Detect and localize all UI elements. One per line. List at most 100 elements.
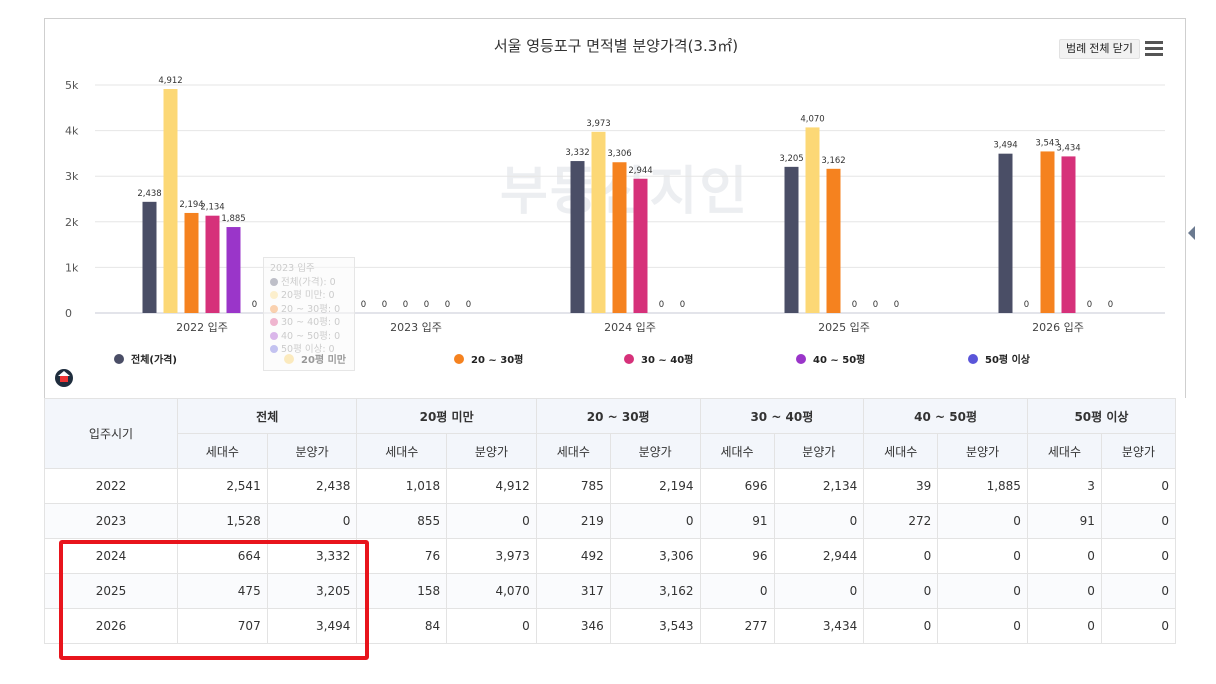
data-label: 0 (1108, 300, 1113, 310)
bar-5-1[interactable] (226, 227, 241, 313)
table-cell: 0 (699, 573, 775, 609)
table-cell: 277 (699, 608, 775, 644)
x-category-label: 2026 입주 (1032, 321, 1084, 334)
table-row: 2023 1,528 0 855 0 219 0 91 0 272 0 91 0 (44, 503, 1177, 539)
y-tick-label: 1k (65, 261, 79, 274)
tooltip-dot-icon (270, 291, 278, 299)
tooltip-row: 40 ~ 50평: 0 (270, 330, 348, 344)
table-cell: 707 (177, 608, 268, 644)
bar-1-4[interactable] (784, 166, 799, 313)
table-year-cell: 2023 (44, 503, 178, 539)
table-cell: 219 (535, 503, 611, 539)
table-cell: 1,018 (356, 468, 448, 504)
legend-item[interactable]: 50평 이상 (985, 353, 1031, 366)
data-label: 3,434 (1056, 143, 1080, 153)
table-year-cell: 2024 (44, 538, 178, 574)
table-cell: 0 (1100, 608, 1177, 644)
y-tick-label: 4k (65, 125, 79, 138)
table-cell: 3,332 (266, 538, 358, 574)
bar-3-3[interactable] (612, 162, 627, 313)
table-cell: 3,543 (609, 608, 701, 644)
table-cell: 272 (863, 503, 939, 539)
bar-2-1[interactable] (163, 89, 178, 313)
bar-2-3[interactable] (591, 131, 606, 313)
data-label: 0 (424, 300, 429, 310)
chart-title: 서울 영등포구 면적별 분양가격(3.3㎡) (494, 37, 738, 55)
bar-4-3[interactable] (633, 178, 648, 313)
table-cell: 1,885 (937, 468, 1028, 504)
table-year-cell: 2025 (44, 573, 178, 609)
table-cell: 0 (773, 573, 865, 609)
legend-swatch[interactable] (454, 354, 464, 364)
data-label: 1,885 (221, 214, 245, 224)
table-cell: 0 (937, 503, 1028, 539)
table-cell: 0 (1026, 538, 1102, 574)
tooltip-row-text: 20평 미만: 0 (281, 290, 335, 301)
data-label: 4,070 (800, 114, 824, 124)
legend-close-all-button[interactable]: 범례 전체 닫기 (1059, 39, 1140, 59)
data-label: 0 (403, 300, 408, 310)
tooltip-row: 20 ~ 30평: 0 (270, 303, 348, 317)
data-label: 3,205 (779, 154, 803, 164)
data-label: 3,543 (1035, 138, 1059, 148)
bar-3-1[interactable] (184, 212, 199, 313)
y-tick-label: 0 (65, 307, 72, 320)
legend-item[interactable]: 40 ~ 50평 (813, 353, 865, 366)
table-cell: 0 (1100, 468, 1177, 504)
table-cell: 96 (699, 538, 775, 574)
bar-3-4[interactable] (826, 168, 841, 313)
table-cell: 84 (356, 608, 448, 644)
table-sub-header: 분양가 (937, 433, 1028, 469)
table-sub-header: 분양가 (609, 433, 701, 469)
bar-3-5[interactable] (1040, 151, 1055, 313)
data-label: 3,494 (993, 141, 1017, 151)
bar-1-5[interactable] (998, 153, 1013, 313)
legend-item[interactable]: 30 ~ 40평 (641, 353, 693, 366)
legend-swatch[interactable] (796, 354, 806, 364)
table-sub-header: 세대수 (699, 433, 775, 469)
table-cell: 3,205 (266, 573, 358, 609)
table-cell: 2,944 (773, 538, 865, 574)
table-cell: 855 (356, 503, 448, 539)
table-year-cell: 2022 (44, 468, 178, 504)
table-cell: 3 (1026, 468, 1102, 504)
data-label: 3,306 (607, 149, 631, 159)
bar-1-1[interactable] (142, 201, 157, 313)
table-cell: 664 (177, 538, 268, 574)
tooltip-dot-icon (270, 277, 278, 286)
legend-item[interactable]: 20 ~ 30평 (471, 353, 523, 366)
tooltip-row-text: 전체(가격): 0 (281, 276, 336, 288)
bar-4-5[interactable] (1061, 156, 1076, 313)
table-cell: 0 (1100, 538, 1177, 574)
table-group-header: 20평 미만 (356, 398, 537, 434)
y-tick-label: 5k (65, 79, 79, 92)
table-year-cell: 2026 (44, 608, 178, 644)
bar-2-4[interactable] (805, 127, 820, 314)
bar-4-1[interactable] (205, 215, 220, 313)
data-label: 0 (680, 300, 685, 310)
table-sub-header: 세대수 (535, 433, 611, 469)
table-row: 2025 475 3,205 158 4,070 317 3,162 0 0 0 0 0 0 (44, 573, 1177, 609)
table-cell: 2,194 (609, 468, 701, 504)
table-corner-header: 입주시기 (44, 398, 178, 469)
table-cell: 39 (863, 468, 939, 504)
data-label: 3,332 (565, 148, 589, 158)
legend-item[interactable]: 전체(가격) (131, 353, 177, 366)
table-sub-header: 분양가 (446, 433, 537, 469)
x-category-label: 2022 입주 (176, 321, 228, 334)
legend-swatch[interactable] (624, 354, 634, 364)
table-cell: 0 (937, 608, 1028, 644)
table-cell: 3,973 (446, 538, 537, 574)
side-panel-toggle-icon[interactable] (1188, 226, 1195, 240)
chart-panel: 부동산지인 서울 영등포구 면적별 분양가격(3.3㎡)01k2k3k4k5k2… (44, 18, 1186, 398)
home-logo-icon[interactable] (55, 369, 73, 387)
data-label: 0 (445, 300, 450, 310)
legend-swatch[interactable] (114, 354, 124, 364)
tooltip-row-text: 50평 이상: 0 (281, 344, 335, 355)
table-cell: 0 (1100, 573, 1177, 609)
legend-swatch[interactable] (968, 354, 978, 364)
hamburger-menu-icon[interactable] (1145, 41, 1163, 57)
tooltip-dot-icon (270, 304, 278, 313)
bar-1-3[interactable] (570, 161, 585, 313)
table-cell: 76 (356, 538, 448, 574)
